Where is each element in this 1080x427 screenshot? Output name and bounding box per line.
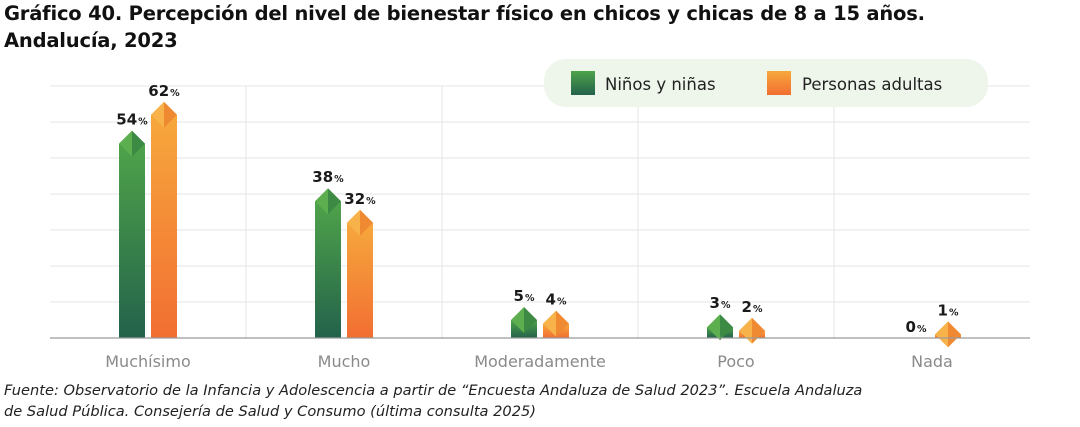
bar-cap-right (164, 101, 177, 128)
source-note-line-1: Fuente: Observatorio de la Infancia y Ad… (4, 382, 863, 399)
legend-box (544, 59, 988, 107)
bar-cap-left (347, 209, 360, 236)
bar-cap-left (707, 314, 720, 341)
value-label: 38% (312, 168, 344, 186)
bar-ninos (315, 201, 341, 338)
bar-adultos (347, 222, 373, 338)
bar-adultos (151, 114, 177, 338)
value-label: 54% (116, 111, 148, 129)
value-label: 32% (344, 190, 376, 208)
chart-title: Gráfico 40. Percepción del nivel de bien… (4, 0, 1076, 54)
value-label: 3% (710, 294, 731, 312)
x-tick-label: Poco (717, 352, 754, 371)
x-tick-label: Muchísimo (105, 352, 190, 371)
value-label: 5% (514, 287, 535, 305)
bar-cap-left (511, 307, 524, 333)
bar-cap-right (328, 188, 341, 215)
value-label: 0% (906, 318, 927, 336)
legend-swatch (571, 71, 595, 95)
bar-cap-right (524, 307, 537, 333)
bar-cap-right (556, 310, 569, 337)
value-label: 1% (938, 301, 959, 319)
value-label: 62% (148, 82, 180, 100)
bar-cap-right (360, 209, 373, 236)
bar-cap-left (935, 321, 948, 348)
chart-title-line-2: Andalucía, 2023 (4, 29, 178, 52)
x-tick-label: Moderadamente (474, 352, 606, 371)
bar-cap-left (739, 317, 752, 344)
bar-cap-left (315, 188, 328, 215)
bar-cap-left (119, 130, 132, 157)
bar-cap-right (132, 130, 145, 157)
gridlines (50, 85, 1030, 338)
bar-cap-left (151, 101, 164, 128)
bar-cap-right (720, 314, 733, 341)
bar-ninos (119, 143, 145, 338)
value-label: 2% (742, 298, 763, 316)
legend-swatch (767, 71, 791, 95)
x-axis: Muchísimo Mucho Moderadamente Poco Nada (50, 337, 1030, 371)
source-note-line-2: de Salud Pública. Consejería de Salud y … (4, 403, 536, 420)
x-tick-label: Mucho (318, 352, 371, 371)
bar-cap-left (543, 310, 556, 337)
chart-title-line-1: Gráfico 40. Percepción del nivel de bien… (4, 2, 925, 25)
bar-cap-right (752, 317, 765, 344)
bar-cap-right (948, 321, 961, 348)
legend-label: Personas adultas (802, 75, 942, 94)
data-labels: 54%62% 38%32% 5% 4% 3% 2% 0% 1% (116, 82, 959, 336)
legend-label: Niños y niñas (605, 75, 716, 94)
legend: Niños y niñas Personas adultas (544, 59, 988, 107)
x-tick-label: Nada (911, 352, 953, 371)
source-note: Fuente: Observatorio de la Infancia y Ad… (4, 380, 1074, 422)
value-label: 4% (546, 291, 567, 309)
bars (119, 101, 961, 348)
